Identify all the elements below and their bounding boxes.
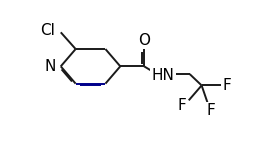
Text: N: N (45, 59, 56, 74)
Text: Cl: Cl (40, 23, 55, 38)
Text: F: F (177, 98, 186, 113)
Text: O: O (138, 33, 150, 48)
Text: F: F (206, 103, 215, 118)
Text: F: F (222, 78, 231, 93)
Text: HN: HN (152, 68, 174, 83)
